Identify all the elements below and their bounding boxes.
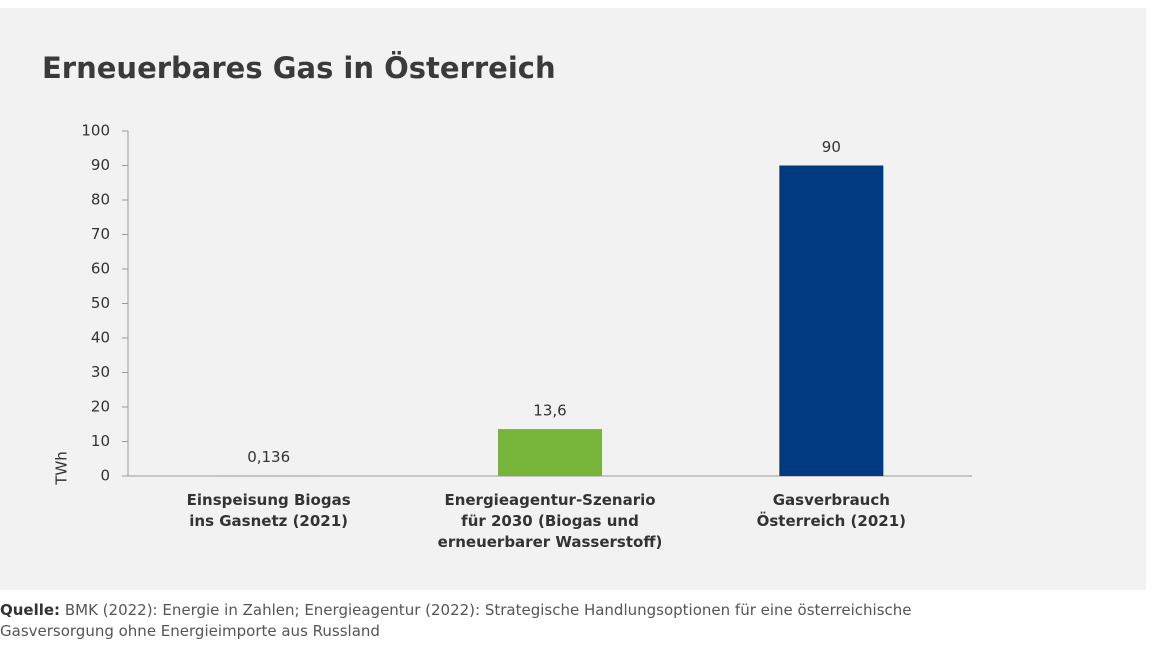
y-tick-label: 20 [91,398,110,416]
y-tick-label: 70 [91,225,110,243]
y-tick-label: 50 [91,294,110,312]
source-text: BMK (2022): Energie in Zahlen; Energieag… [0,601,912,640]
y-tick-label: 90 [91,156,110,174]
x-tick-label-line: erneuerbarer Wasserstoff) [438,533,663,551]
value-label: 13,6 [533,402,566,420]
chart: Erneuerbares Gas in Österreich TWh 0 10 20… [0,8,1146,590]
bar [498,429,602,476]
y-tick-label: 10 [91,432,110,450]
y-tick-label: 100 [81,122,110,140]
x-tick-label: Einspeisung Biogas ins Gasnetz (2021) [187,491,351,530]
source-note: Quelle: BMK (2022): Energie in Zahlen; E… [0,600,1030,642]
x-tick-label-line: ins Gasnetz (2021) [189,512,348,530]
y-tick-label: 60 [91,260,110,278]
x-tick-label-line: Österreich (2021) [757,511,906,530]
chart-title: Erneuerbares Gas in Österreich [42,51,556,85]
x-tick-label-line: Einspeisung Biogas [187,491,351,509]
x-tick-label: Energieagentur-Szenario für 2030 (Biogas … [438,491,663,551]
x-tick-label-line: Energieagentur-Szenario [444,491,655,509]
y-tick-label: 40 [91,329,110,347]
y-axis-label: TWh [53,451,71,486]
x-tick-label-line: für 2030 (Biogas und [461,512,639,530]
value-label: 0,136 [247,448,290,466]
x-tick-label: Gasverbrauch Österreich (2021) [757,491,906,530]
source-label: Quelle: [0,601,61,619]
x-tick-label-line: Gasverbrauch [773,491,890,509]
value-label: 90 [822,138,841,156]
y-tick-label: 80 [91,191,110,209]
y-tick-label: 30 [91,363,110,381]
chart-background [0,8,1146,590]
bar [779,165,884,476]
y-tick-label: 0 [100,467,110,485]
